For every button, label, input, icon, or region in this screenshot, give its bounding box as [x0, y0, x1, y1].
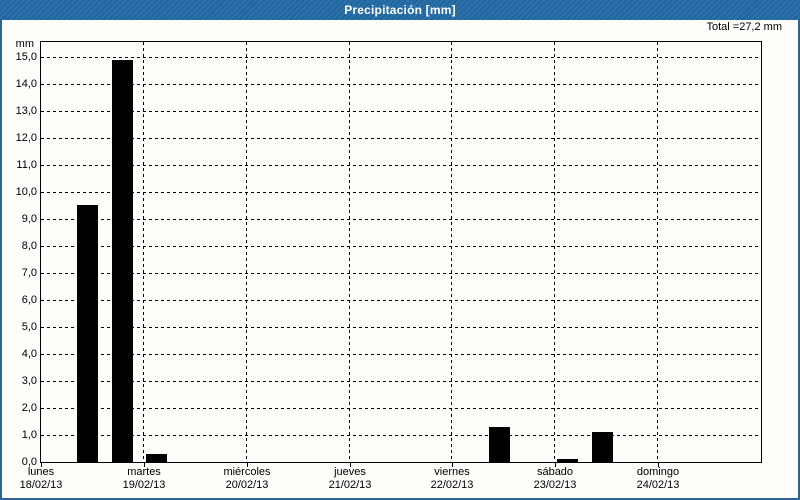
day-label: domingo 24/02/13 — [612, 466, 704, 492]
precip-bar — [112, 60, 133, 462]
day-name: viernes — [434, 466, 470, 478]
day-date: 20/02/13 — [225, 479, 269, 491]
day-date: 24/02/13 — [636, 479, 680, 491]
h-gridline — [41, 354, 761, 355]
day-date: 18/02/13 — [19, 479, 63, 491]
day-tick — [658, 463, 659, 467]
y-tick-label: 11,0 — [16, 159, 37, 171]
day-name: domingo — [636, 466, 680, 478]
y-tick-label: 1,0 — [21, 429, 37, 441]
y-tick-label: 10,0 — [15, 186, 37, 198]
h-gridline — [41, 381, 761, 382]
y-tick-label: 13,0 — [15, 105, 37, 117]
y-tick-label: 5,0 — [21, 321, 37, 333]
day-name: sábado — [536, 466, 574, 478]
day-name: jueves — [334, 466, 366, 478]
day-gridline — [143, 42, 144, 462]
day-date: 19/02/13 — [122, 479, 166, 491]
day-tick — [41, 463, 42, 467]
day-tick — [247, 463, 248, 467]
precip-bar — [557, 459, 578, 462]
y-tick-label: 15,0 — [15, 51, 37, 63]
h-gridline — [41, 435, 761, 436]
title-bar: Precipitación [mm] — [0, 0, 800, 20]
y-tick-label: 9,0 — [21, 213, 37, 225]
y-tick-label: 4,0 — [21, 348, 37, 360]
h-gridline — [41, 165, 761, 166]
h-gridline — [41, 219, 761, 220]
day-date: 21/02/13 — [328, 479, 372, 491]
y-tick-label: 8,0 — [21, 240, 37, 252]
h-gridline — [41, 111, 761, 112]
precip-bar — [77, 205, 98, 462]
day-label: sábado 23/02/13 — [509, 466, 601, 492]
h-gridline — [41, 84, 761, 85]
plot-area — [40, 41, 762, 463]
day-gridline — [451, 42, 452, 462]
day-tick — [555, 463, 556, 467]
day-gridline — [554, 42, 555, 462]
y-tick-label: 12,0 — [15, 132, 37, 144]
day-name: lunes — [27, 466, 55, 478]
day-label: martes 19/02/13 — [98, 466, 190, 492]
y-axis-unit-label: mm — [15, 38, 34, 50]
y-tick-label: 7,0 — [21, 267, 37, 279]
day-gridline — [657, 42, 658, 462]
day-tick — [350, 463, 351, 467]
day-label: lunes 18/02/13 — [0, 466, 87, 492]
h-gridline — [41, 138, 761, 139]
day-label: jueves 21/02/13 — [304, 466, 396, 492]
day-tick — [144, 463, 145, 467]
h-gridline — [41, 408, 761, 409]
h-gridline — [41, 192, 761, 193]
y-tick-label: 3,0 — [21, 375, 37, 387]
y-tick-label: 0,0 — [21, 456, 37, 468]
h-gridline — [41, 300, 761, 301]
precip-bar — [146, 454, 167, 462]
precip-bar — [592, 432, 613, 462]
y-tick-label: 6,0 — [21, 294, 37, 306]
y-tick-label: 14,0 — [15, 78, 37, 90]
day-label: miércoles 20/02/13 — [201, 466, 293, 492]
h-gridline — [41, 246, 761, 247]
h-gridline — [41, 273, 761, 274]
day-label: viernes 22/02/13 — [406, 466, 498, 492]
day-gridline — [246, 42, 247, 462]
day-date: 22/02/13 — [430, 479, 474, 491]
day-name: martes — [127, 466, 161, 478]
chart-title: Precipitación [mm] — [344, 3, 456, 17]
y-tick-label: 2,0 — [21, 402, 37, 414]
day-date: 23/02/13 — [533, 479, 577, 491]
day-gridline — [349, 42, 350, 462]
day-name: miércoles — [223, 466, 271, 478]
day-tick — [452, 463, 453, 467]
total-label: Total =27,2 mm — [706, 21, 782, 33]
h-gridline — [41, 327, 761, 328]
h-gridline — [41, 57, 761, 58]
precip-bar — [489, 427, 510, 462]
